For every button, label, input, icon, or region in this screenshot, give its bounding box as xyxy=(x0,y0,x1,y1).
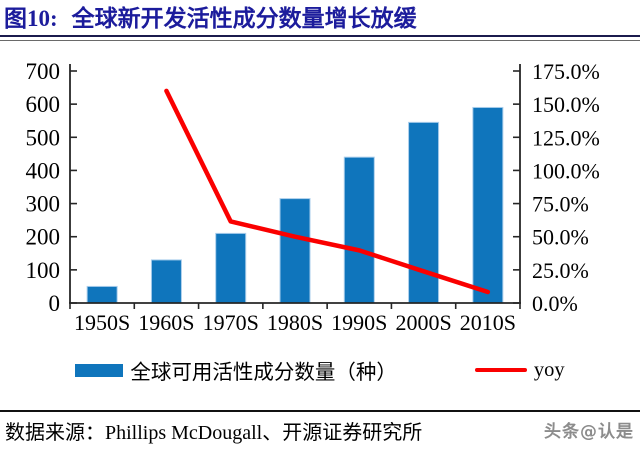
right-tick-label: 100.0% xyxy=(532,158,600,183)
left-tick-label: 700 xyxy=(26,59,61,84)
bar-1970S xyxy=(215,232,247,304)
yoy-line xyxy=(164,88,491,295)
left-tick-label: 400 xyxy=(26,158,61,183)
legend-item-line: yoy xyxy=(474,358,565,382)
x-category-label: 1980S xyxy=(267,310,323,335)
right-tick-label: 150.0% xyxy=(532,92,600,117)
x-category-label: 1990S xyxy=(331,310,387,335)
left-tick-label: 200 xyxy=(26,225,61,250)
x-category-label: 1960S xyxy=(138,310,194,335)
figure-number-label: 图10: xyxy=(4,6,58,31)
right-tick-label: 125.0% xyxy=(532,125,600,150)
bar-1990S xyxy=(343,156,375,304)
bar-legend-swatch xyxy=(75,363,124,377)
footer: 数据来源：Phillips McDougall、开源证券研究所 头条@认是 xyxy=(0,416,640,445)
legend-item-bars: 全球可用活性成分数量（种） xyxy=(75,355,397,385)
line-legend-label: yoy xyxy=(533,358,565,381)
bar-1960S xyxy=(150,259,182,304)
left-tick-label: 0 xyxy=(49,291,61,316)
bar-legend-label: 全球可用活性成分数量（种） xyxy=(130,362,397,384)
x-category-label: 2010S xyxy=(460,310,516,335)
x-category-label: 2000S xyxy=(395,310,451,335)
left-tick-label: 300 xyxy=(26,192,61,217)
footer-divider xyxy=(0,410,640,412)
figure-title: 图10: 全球新开发活性成分数量增长放缓 xyxy=(4,4,636,34)
right-tick-label: 175.0% xyxy=(532,59,600,84)
right-tick-label: 50.0% xyxy=(532,225,589,250)
bar-2010S xyxy=(472,106,504,304)
x-category-label: 1950S xyxy=(74,310,130,335)
chart-legend: 全球可用活性成分数量（种） yoy xyxy=(0,355,640,385)
data-source: 数据来源：Phillips McDougall、开源证券研究所 xyxy=(5,422,423,444)
watermark: 头条@认是 xyxy=(544,422,634,442)
title-divider xyxy=(0,35,640,41)
left-tick-label: 600 xyxy=(26,92,61,117)
left-tick-label: 100 xyxy=(26,258,61,283)
right-tick-label: 75.0% xyxy=(532,192,589,217)
bar-1950S xyxy=(86,285,118,304)
bar-1980S xyxy=(279,198,311,304)
figure-title-text: 全球新开发活性成分数量增长放缓 xyxy=(71,6,417,31)
right-tick-label: 25.0% xyxy=(532,258,589,283)
x-category-label: 1970S xyxy=(203,310,259,335)
line-legend-swatch xyxy=(474,367,527,373)
left-tick-label: 500 xyxy=(26,125,61,150)
combo-chart: 700 600 500 400 300 200 100 0 175.0% 150.0% 125.0%… xyxy=(26,59,600,335)
right-tick-label: 0.0% xyxy=(532,291,578,316)
